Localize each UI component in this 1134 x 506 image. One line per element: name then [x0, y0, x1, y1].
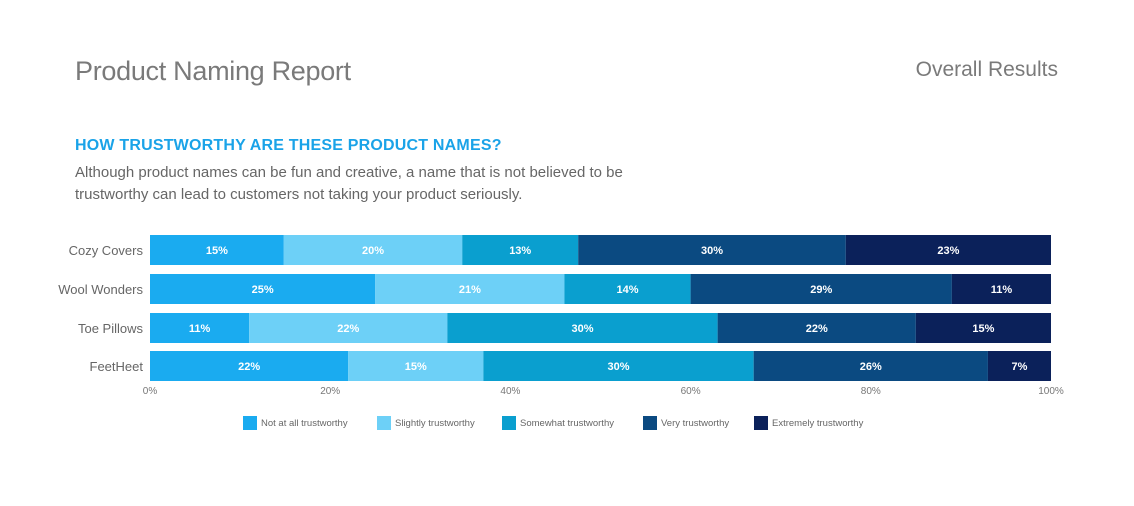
x-tick-label: 0%	[143, 386, 158, 397]
data-label: 23%	[937, 245, 959, 257]
data-label: 15%	[972, 323, 994, 335]
bar-segment	[150, 274, 376, 304]
x-tick-label: 100%	[1038, 386, 1064, 397]
data-label: 25%	[252, 284, 274, 296]
data-label: 30%	[608, 361, 630, 373]
bar-segment	[753, 351, 988, 381]
bar-segment	[348, 351, 484, 381]
bar-segment	[915, 313, 1051, 343]
data-label: 22%	[238, 361, 260, 373]
bar-segment	[845, 235, 1051, 265]
bar-segment	[283, 235, 463, 265]
x-tick-label: 80%	[861, 386, 881, 397]
x-tick-label: 20%	[320, 386, 340, 397]
data-label: 22%	[337, 323, 359, 335]
data-label: 13%	[509, 245, 531, 257]
bar-segment	[150, 351, 349, 381]
data-label: 11%	[991, 284, 1013, 296]
bar-segment	[483, 351, 754, 381]
data-label: 30%	[571, 323, 593, 335]
bar-segment	[375, 274, 565, 304]
data-label: 29%	[810, 284, 832, 296]
data-label: 14%	[617, 284, 639, 296]
bar-segment	[951, 274, 1051, 304]
bar-segment	[578, 235, 846, 265]
bar-segment	[564, 274, 691, 304]
data-label: 15%	[405, 361, 427, 373]
bar-segment	[717, 313, 916, 343]
x-tick-label: 60%	[681, 386, 701, 397]
data-label: 11%	[189, 323, 211, 335]
legend-label: Somewhat trustworthy	[520, 418, 614, 429]
category-label: Toe Pillows	[78, 321, 144, 336]
bar-segment	[150, 313, 250, 343]
legend-label: Slightly trustworthy	[395, 418, 475, 429]
page-title: Product Naming Report	[75, 56, 351, 86]
legend-label: Not at all trustworthy	[261, 418, 348, 429]
legend-swatch	[754, 416, 768, 430]
category-label: Wool Wonders	[58, 282, 143, 297]
chart-question: HOW TRUSTWORTHY ARE THESE PRODUCT NAMES?	[75, 137, 502, 154]
page-subtitle: Overall Results	[915, 58, 1058, 81]
data-label: 15%	[206, 245, 228, 257]
legend-swatch	[377, 416, 391, 430]
bar-segment	[150, 235, 284, 265]
legend-swatch	[243, 416, 257, 430]
bar-segment	[447, 313, 718, 343]
data-label: 7%	[1012, 361, 1028, 373]
bar-segment	[462, 235, 579, 265]
bar-segment	[690, 274, 952, 304]
x-tick-label: 40%	[500, 386, 520, 397]
data-label: 21%	[459, 284, 481, 296]
category-label: Cozy Covers	[69, 243, 144, 258]
legend-swatch	[502, 416, 516, 430]
category-label: FeetHeet	[90, 359, 144, 374]
legend-swatch	[643, 416, 657, 430]
bar-segment	[987, 351, 1051, 381]
data-label: 22%	[806, 323, 828, 335]
data-label: 30%	[701, 245, 723, 257]
data-label: 26%	[860, 361, 882, 373]
legend-label: Very trustworthy	[661, 418, 729, 429]
legend-label: Extremely trustworthy	[772, 418, 864, 429]
data-label: 20%	[362, 245, 384, 257]
bar-segment	[249, 313, 448, 343]
chart-description: Although product names can be fun and cr…	[75, 164, 623, 203]
